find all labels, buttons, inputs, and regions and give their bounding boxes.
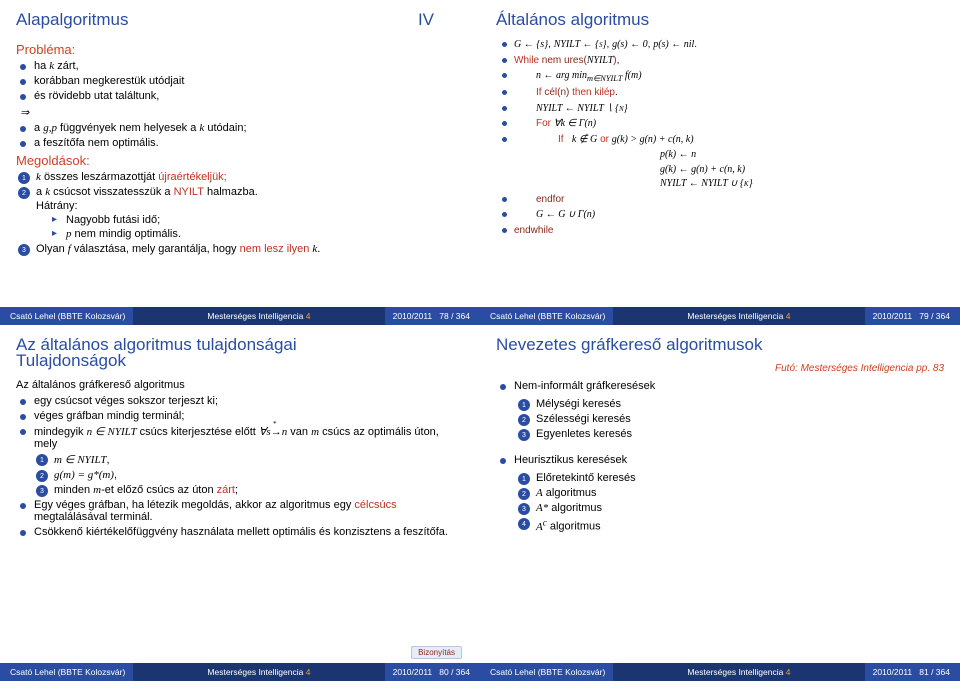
algo-line: g(k) ← g(n) + c(n, k) — [660, 163, 944, 178]
list-item: 1k összes leszármazottját újraértékeljük… — [36, 171, 464, 183]
slide-footer: Csató Lehel (BBTE Kolozsvár) Mesterséges… — [0, 307, 480, 325]
footer-course: Mesterséges Intelligencia 4 — [133, 307, 384, 325]
footer-affiliation: Csató Lehel (BBTE Kolozsvár) — [10, 667, 125, 677]
algorithm-pseudocode: G ← {s}, NYILT ← {s}, g(s) ← 0, p(s) ← n… — [496, 38, 944, 238]
list-item: 3Egyenletes keresés — [536, 428, 944, 440]
footer-course: Mesterséges Intelligencia 4 — [613, 307, 864, 325]
sub-list: 1m ∈ NYILT, 2g(m) = g*(m), 3minden m-et … — [34, 453, 464, 496]
algo-line: p(k) ← n — [660, 148, 944, 163]
list-item: 2A algoritmus — [536, 487, 944, 499]
list-item: Egy véges gráfban, ha létezik megoldás, … — [34, 499, 464, 523]
list-item: 3minden m-et előző csúcs az úton zárt; — [54, 484, 464, 496]
footer-page: 2010/2011 80 / 364 — [393, 667, 470, 677]
algo-line: n ← arg minm∈NYILT f(m) — [514, 69, 944, 85]
list-item: 1Mélységi keresés — [536, 398, 944, 410]
list-item: Nem-informált gráfkeresések — [514, 380, 944, 392]
slide-tulajdonsagok: Az általános algoritmus tulajdonságai Tu… — [0, 325, 480, 681]
uninformed-list: 1Mélységi keresés 2Szélességi keresés 3E… — [496, 398, 944, 440]
proof-link[interactable]: Bizonyítás — [411, 646, 462, 659]
consequence-list: a g,p függvények nem helyesek a k utódai… — [16, 122, 464, 149]
algo-line: endwhile — [514, 224, 944, 239]
footer-page: 2010/2011 79 / 364 — [873, 311, 950, 321]
slide-title: Nevezetes gráfkereső algoritmusok — [496, 335, 944, 355]
algo-line: NYILT ← NYILT ∖ {n} — [514, 102, 944, 117]
list-item: mindegyik n ∈ NYILT csúcs kiterjesztése … — [34, 425, 464, 496]
list-item: a feszítőfa nem optimális. — [34, 137, 464, 149]
search-types-list: Nem-informált gráfkeresések — [496, 380, 944, 392]
list-item: 4Ac algoritmus — [536, 517, 944, 533]
megoldasok-head: Megoldások: — [16, 153, 464, 168]
algo-line: NYILT ← NYILT ∪ {k} — [660, 177, 944, 192]
algo-line: If cél(n) then kilép. — [514, 86, 944, 101]
footer-affiliation: Csató Lehel (BBTE Kolozsvár) — [490, 311, 605, 321]
lead-text: Az általános gráfkereső algoritmus — [16, 379, 464, 391]
list-item: Heurisztikus keresések — [514, 454, 944, 466]
list-item: ha k zárt, — [34, 60, 464, 72]
problema-list: ha k zárt, korábban megkerestük utódjait… — [16, 60, 464, 102]
algo-line: G ← G ∪ Γ(n) — [514, 208, 944, 223]
implies-row: ⇒ — [16, 106, 464, 119]
slide-nevezetes: Nevezetes gráfkereső algoritmusok Futó: … — [480, 325, 960, 681]
list-item: Csökkenő kiértékelőfüggvény használata m… — [34, 526, 464, 538]
slide-footer: Csató Lehel (BBTE Kolozsvár) Mesterséges… — [0, 663, 480, 681]
slide-title: Általános algoritmus — [496, 10, 944, 30]
properties-list: egy csúcsot véges sokszor terjeszt ki; v… — [16, 395, 464, 538]
footer-affiliation: Csató Lehel (BBTE Kolozsvár) — [10, 311, 125, 321]
footer-affiliation: Csató Lehel (BBTE Kolozsvár) — [490, 667, 605, 677]
list-item: korábban megkerestük utódjait — [34, 75, 464, 87]
list-item: 1Előretekintő keresés — [536, 472, 944, 484]
hatrany-list: Nagyobb futási idő; p nem mindig optimál… — [36, 214, 464, 240]
roman-numeral: IV — [418, 10, 434, 38]
footer-course: Mesterséges Intelligencia 4 — [133, 663, 384, 681]
footer-page: 2010/2011 78 / 364 — [393, 311, 470, 321]
list-item: p nem mindig optimális. — [66, 228, 464, 240]
slide-title: Alapalgoritmus — [16, 10, 128, 30]
algo-line: While nem ures(NYILT), — [514, 54, 944, 69]
list-item: 2a k csúcsot visszatesszük a NYILT halma… — [36, 186, 464, 240]
algo-line: endfor — [514, 193, 944, 208]
list-item: a g,p függvények nem helyesek a k utódai… — [34, 122, 464, 134]
algo-line: G ← {s}, NYILT ← {s}, g(s) ← 0, p(s) ← n… — [514, 38, 944, 53]
heuristic-list: 1Előretekintő keresés 2A algoritmus 3A* … — [496, 472, 944, 533]
megoldasok-list: 1k összes leszármazottját újraértékeljük… — [16, 171, 464, 255]
slide-grid: Alapalgoritmus IV Probléma: ha k zárt, k… — [0, 0, 960, 681]
list-item: véges gráfban mindig terminál; — [34, 410, 464, 422]
footer-course: Mesterséges Intelligencia 4 — [613, 663, 864, 681]
list-item: Nagyobb futási idő; — [66, 214, 464, 226]
reference-text: Futó: Mesterséges Intelligencia pp. 83 — [496, 363, 944, 374]
list-item: 1m ∈ NYILT, — [54, 453, 464, 466]
slide-alapalgoritmus: Alapalgoritmus IV Probléma: ha k zárt, k… — [0, 0, 480, 325]
hatrany-label: Hátrány: — [36, 200, 464, 212]
algo-line: If k ∉ G or g(k) > g(n) + c(n, k) — [514, 133, 944, 148]
heuristic-head-list: Heurisztikus keresések — [496, 454, 944, 466]
slide-footer: Csató Lehel (BBTE Kolozsvár) Mesterséges… — [480, 663, 960, 681]
list-item: 2Szélességi keresés — [536, 413, 944, 425]
list-item: 3Olyan f választása, mely garantálja, ho… — [36, 243, 464, 255]
slide-altalanos-algoritmus: Általános algoritmus G ← {s}, NYILT ← {s… — [480, 0, 960, 325]
problema-head: Probléma: — [16, 42, 464, 57]
algo-line: For ∀k ∈ Γ(n) — [514, 117, 944, 132]
list-item: 2g(m) = g*(m), — [54, 469, 464, 481]
slide-footer: Csató Lehel (BBTE Kolozsvár) Mesterséges… — [480, 307, 960, 325]
list-item: egy csúcsot véges sokszor terjeszt ki; — [34, 395, 464, 407]
list-item: és rövidebb utat találtunk, — [34, 90, 464, 102]
algo-inner-block: p(k) ← n g(k) ← g(n) + c(n, k) NYILT ← N… — [594, 148, 944, 192]
list-item: 3A* algoritmus — [536, 502, 944, 514]
footer-page: 2010/2011 81 / 364 — [873, 667, 950, 677]
